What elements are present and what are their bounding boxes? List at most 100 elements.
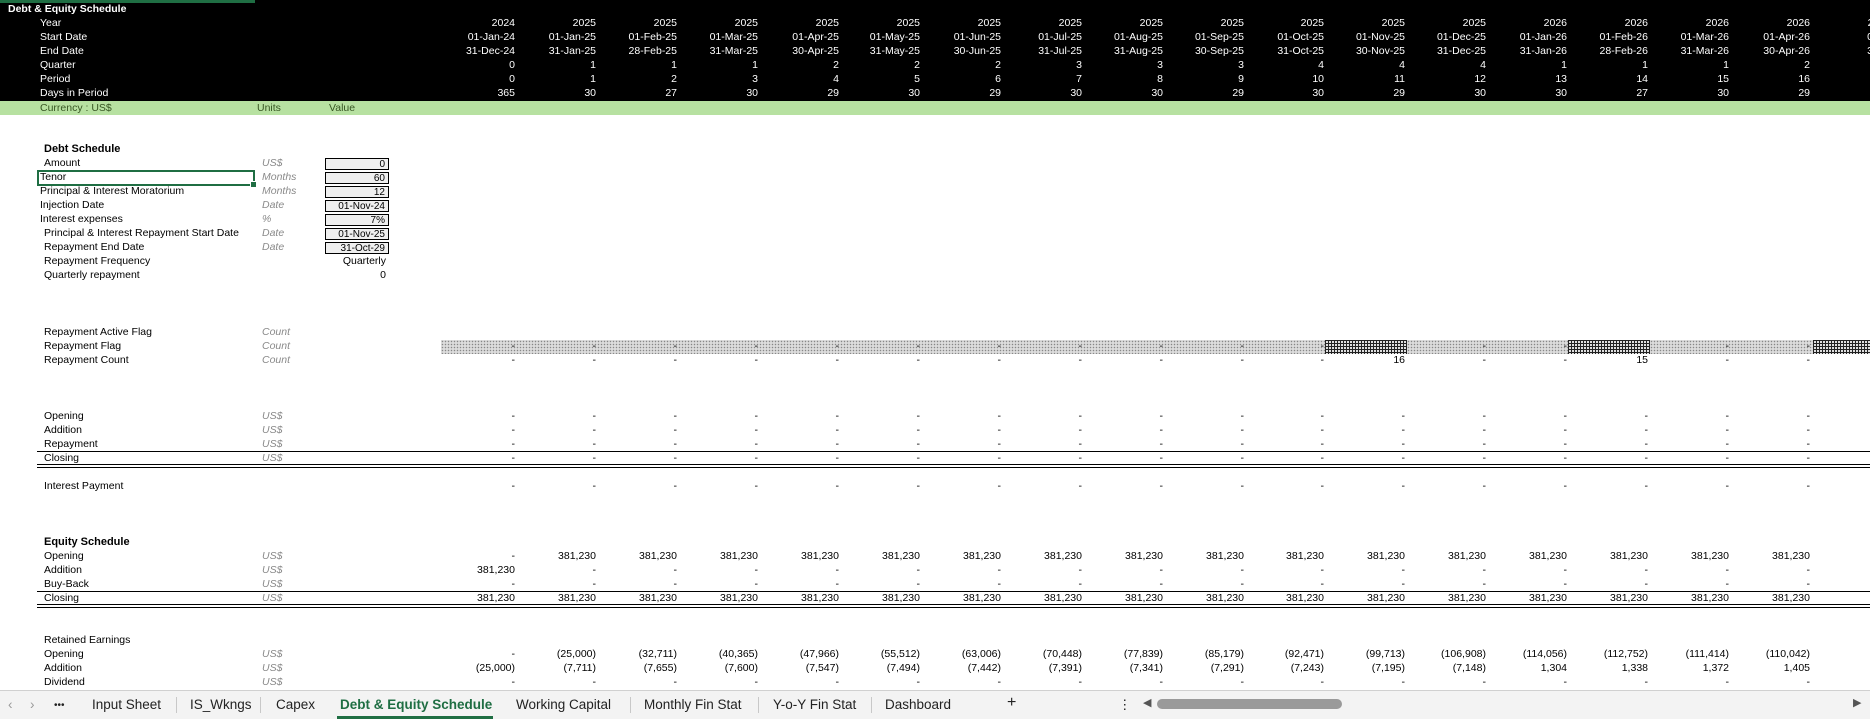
debt-closing-cell[interactable]: - bbox=[1806, 452, 1811, 464]
debt-addition-cell[interactable]: - bbox=[673, 424, 678, 436]
retained-addition-cell[interactable]: 1,304 bbox=[1540, 662, 1567, 674]
debt-opening-cell[interactable]: - bbox=[1159, 410, 1164, 422]
add-sheet-button[interactable]: + bbox=[1007, 694, 1017, 711]
debt-closing-cell[interactable]: - bbox=[997, 452, 1002, 464]
retained-dividend-cell[interactable]: - bbox=[1563, 676, 1568, 688]
debt-repayment-cell[interactable]: - bbox=[1563, 438, 1568, 450]
debt-addition-cell[interactable]: - bbox=[1644, 424, 1649, 436]
timeline-year-cell[interactable]: 2026 bbox=[1786, 17, 1810, 29]
timeline-days-cell[interactable]: 29 bbox=[989, 87, 1001, 99]
timeline-start-cell[interactable]: 01-May-25 bbox=[869, 31, 920, 43]
timeline-year-cell[interactable]: 2026 bbox=[1624, 17, 1648, 29]
debt-repayment-cell[interactable]: - bbox=[1240, 438, 1245, 450]
flag-cell[interactable]: 15 bbox=[1636, 354, 1648, 366]
debt-addition-cell[interactable]: - bbox=[1563, 424, 1568, 436]
retained-dividend-cell[interactable]: - bbox=[835, 676, 840, 688]
debt-repayment-cell[interactable]: - bbox=[835, 438, 840, 450]
timeline-end-cell[interactable]: 30-Nov-25 bbox=[1355, 45, 1405, 57]
debt-addition-cell[interactable]: - bbox=[1401, 424, 1406, 436]
retained-dividend-cell[interactable]: - bbox=[916, 676, 921, 688]
flag-cell[interactable]: - bbox=[1725, 340, 1730, 352]
retained-opening-cell[interactable]: (25,000) bbox=[556, 648, 596, 660]
timeline-year-cell[interactable]: 2026 bbox=[1821, 17, 1870, 29]
retained-addition-cell[interactable]: (7,391) bbox=[1048, 662, 1082, 674]
equity-closing-cell[interactable]: 381,230 bbox=[639, 592, 677, 604]
flag-cell[interactable]: - bbox=[916, 354, 921, 366]
flag-cell[interactable]: - bbox=[1482, 354, 1487, 366]
interest-payment-cell[interactable]: - bbox=[1320, 480, 1325, 492]
debt-repayment-cell[interactable]: - bbox=[1482, 438, 1487, 450]
retained-dividend-cell[interactable]: - bbox=[754, 676, 759, 688]
flag-cell[interactable]: - bbox=[511, 340, 516, 352]
equity-addition-cell[interactable]: - bbox=[754, 564, 759, 576]
debt-closing-cell[interactable]: - bbox=[592, 452, 597, 464]
tab-working-capital[interactable]: Working Capital bbox=[516, 697, 612, 712]
debt-closing-cell[interactable]: - bbox=[673, 452, 678, 464]
timeline-quarter-cell[interactable]: 1 bbox=[1561, 59, 1567, 71]
timeline-start-cell[interactable]: 01-Apr-25 bbox=[792, 31, 839, 43]
interest-payment-cell[interactable]: - bbox=[1563, 480, 1568, 492]
interest-payment-cell[interactable]: - bbox=[1806, 480, 1811, 492]
scroll-right-arrow-icon[interactable]: ▶ bbox=[1853, 697, 1862, 709]
timeline-end-cell[interactable]: 30-Apr-26 bbox=[1763, 45, 1810, 57]
debt-opening-cell[interactable]: - bbox=[1644, 410, 1649, 422]
flag-cell[interactable]: - bbox=[1159, 340, 1164, 352]
equity-buy-back-cell[interactable]: - bbox=[1482, 578, 1487, 590]
timeline-end-cell[interactable]: 31-Dec-24 bbox=[465, 45, 515, 57]
tab-monthly-fin-stat[interactable]: Monthly Fin Stat bbox=[644, 697, 742, 712]
debt-opening-cell[interactable]: - bbox=[592, 410, 597, 422]
interest-payment-cell[interactable]: - bbox=[1401, 480, 1406, 492]
retained-opening-cell[interactable]: (10 bbox=[1821, 648, 1870, 660]
flag-cell[interactable]: 16 bbox=[1393, 354, 1405, 366]
equity-addition-cell[interactable]: - bbox=[1806, 564, 1811, 576]
debt-opening-cell[interactable]: - bbox=[835, 410, 840, 422]
interest-payment-cell[interactable]: - bbox=[511, 480, 516, 492]
flag-cell[interactable]: - bbox=[673, 354, 678, 366]
retained-opening-cell[interactable]: (99,713) bbox=[1365, 648, 1405, 660]
timeline-start-cell[interactable]: 01-M bbox=[1867, 31, 1870, 43]
debt-closing-cell[interactable]: - bbox=[916, 452, 921, 464]
retained-addition-cell[interactable]: 1,405 bbox=[1783, 662, 1810, 674]
debt-closing-cell[interactable]: - bbox=[1563, 452, 1568, 464]
timeline-period-cell[interactable]: 9 bbox=[1238, 73, 1244, 85]
debt-input-value[interactable]: 01-Nov-25 bbox=[325, 228, 389, 240]
retained-addition-cell[interactable]: (7,148) bbox=[1452, 662, 1486, 674]
flag-cell[interactable]: - bbox=[511, 354, 516, 366]
debt-input-value[interactable]: 7% bbox=[325, 214, 389, 226]
retained-opening-cell[interactable]: - bbox=[511, 648, 516, 660]
flag-cell[interactable]: - bbox=[1725, 354, 1730, 366]
retained-addition-cell[interactable]: 1,338 bbox=[1621, 662, 1648, 674]
debt-addition-cell[interactable]: - bbox=[1725, 424, 1730, 436]
tab-dashboard[interactable]: Dashboard bbox=[885, 697, 952, 712]
retained-opening-cell[interactable]: (106,908) bbox=[1441, 648, 1486, 660]
timeline-days-cell[interactable]: 30 bbox=[1717, 87, 1729, 99]
debt-input-value[interactable]: 0 bbox=[380, 269, 386, 281]
timeline-period-cell[interactable]: 16 bbox=[1798, 73, 1810, 85]
timeline-quarter-cell[interactable]: 4 bbox=[1399, 59, 1405, 71]
flag-cell[interactable]: - bbox=[1320, 340, 1325, 352]
scroll-left-arrow-icon[interactable]: ◀ bbox=[1143, 697, 1152, 709]
retained-dividend-cell[interactable]: - bbox=[1240, 676, 1245, 688]
timeline-period-cell[interactable]: 5 bbox=[914, 73, 920, 85]
flag-cell[interactable]: - bbox=[754, 340, 759, 352]
timeline-period-cell[interactable]: 2 bbox=[671, 73, 677, 85]
debt-repayment-cell[interactable]: - bbox=[673, 438, 678, 450]
debt-input-value[interactable]: 0 bbox=[325, 158, 389, 170]
equity-opening-cell[interactable]: 381,230 bbox=[963, 550, 1001, 562]
timeline-quarter-cell[interactable]: 4 bbox=[1318, 59, 1324, 71]
timeline-year-cell[interactable]: 2025 bbox=[1381, 17, 1405, 29]
equity-opening-cell[interactable]: 381,230 bbox=[1206, 550, 1244, 562]
debt-addition-cell[interactable]: - bbox=[592, 424, 597, 436]
timeline-year-cell[interactable]: 2025 bbox=[977, 17, 1001, 29]
timeline-end-cell[interactable]: 31-May-25 bbox=[869, 45, 920, 57]
debt-opening-cell[interactable]: - bbox=[1806, 410, 1811, 422]
interest-payment-cell[interactable]: - bbox=[1078, 480, 1083, 492]
equity-closing-cell[interactable]: 381,230 bbox=[1529, 592, 1567, 604]
flag-cell[interactable]: - bbox=[997, 340, 1002, 352]
retained-addition-cell[interactable]: (7,291) bbox=[1210, 662, 1244, 674]
interest-payment-cell[interactable]: - bbox=[1240, 480, 1245, 492]
equity-closing-cell[interactable]: 381,230 bbox=[1367, 592, 1405, 604]
retained-opening-cell[interactable]: (55,512) bbox=[880, 648, 920, 660]
equity-buy-back-cell[interactable]: - bbox=[1725, 578, 1730, 590]
retained-opening-cell[interactable]: (92,471) bbox=[1284, 648, 1324, 660]
